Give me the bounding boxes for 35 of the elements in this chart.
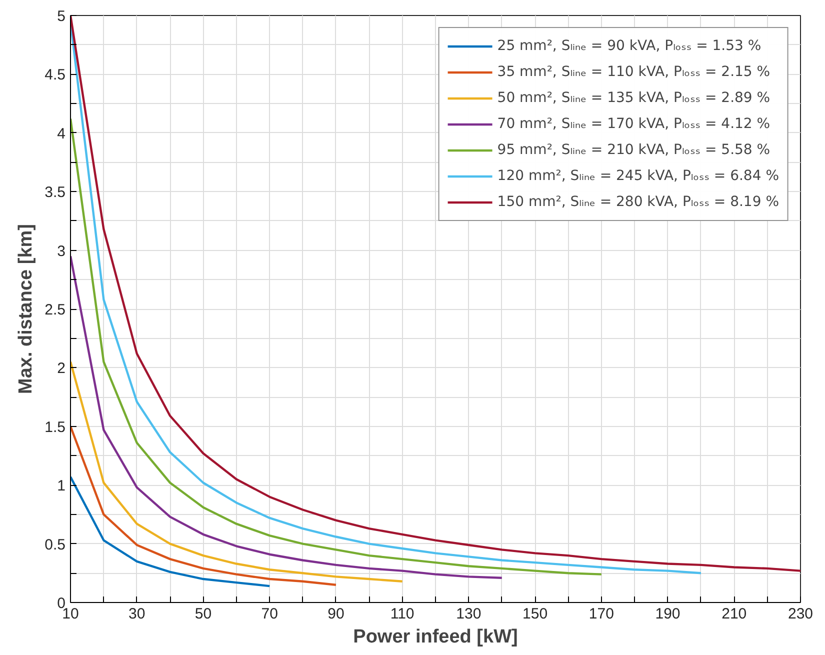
legend-label: 120 mm², Sₗᵢₙₑ = 245 kVA, Pₗₒₛₛ = 6.84 % xyxy=(497,168,779,184)
x-axis-title: Power infeed [kW] xyxy=(353,626,518,648)
y-tick-label: 1 xyxy=(57,478,66,495)
y-tick-label: 4.5 xyxy=(44,66,66,84)
x-tick-label: 70 xyxy=(261,606,278,622)
x-tick-label: 30 xyxy=(128,606,146,622)
x-tick-label: 150 xyxy=(522,606,548,622)
x-tick-label: 130 xyxy=(456,606,482,622)
x-tick-label: 90 xyxy=(328,606,344,622)
y-tick-label: 2 xyxy=(57,360,66,378)
line-series xyxy=(70,118,603,576)
x-tick-label: 210 xyxy=(722,606,747,622)
line-series xyxy=(70,255,503,579)
y-axis-title: Max. distance [km] xyxy=(16,224,37,394)
legend-label: 25 mm², Sₗᵢₙₑ = 90 kVA, Pₗₒₛₛ = 1.53 % xyxy=(497,38,762,54)
legend-label: 70 mm², Sₗᵢₙₑ = 170 kVA, Pₗₒₛₛ = 4.12 % xyxy=(497,116,770,132)
y-tick-label: 0.5 xyxy=(44,536,66,554)
x-tick-label: 110 xyxy=(390,606,414,622)
legend-label: 35 mm², Sₗᵢₙₑ = 110 kVA, Pₗₒₛₛ = 2.15 % xyxy=(497,64,770,80)
x-tick-label: 170 xyxy=(588,606,614,622)
y-tick-label: 4 xyxy=(57,125,66,142)
legend-label: 95 mm², Sₗᵢₙₑ = 210 kVA, Pₗₒₛₛ = 5.58 % xyxy=(497,142,770,158)
y-tick-label: 5 xyxy=(57,8,66,25)
legend-label: 150 mm², Sₗᵢₙₑ = 280 kVA, Pₗₒₛₛ = 8.19 % xyxy=(497,194,779,210)
line-series xyxy=(70,425,338,586)
y-tick-label: 2.5 xyxy=(44,302,66,318)
x-tick-label: 190 xyxy=(655,606,680,622)
legend-label: 50 mm², Sₗᵢₙₑ = 135 kVA, Pₗₒₛₛ = 2.89 % xyxy=(497,90,770,106)
line-series xyxy=(70,476,271,588)
line-series xyxy=(70,360,404,582)
y-tick-label: 3.5 xyxy=(44,184,66,202)
y-tick-label: 1.5 xyxy=(44,418,66,436)
y-tick-label: 3 xyxy=(57,242,66,260)
x-tick-label: 50 xyxy=(194,606,212,622)
x-tick-label: 230 xyxy=(788,606,814,622)
